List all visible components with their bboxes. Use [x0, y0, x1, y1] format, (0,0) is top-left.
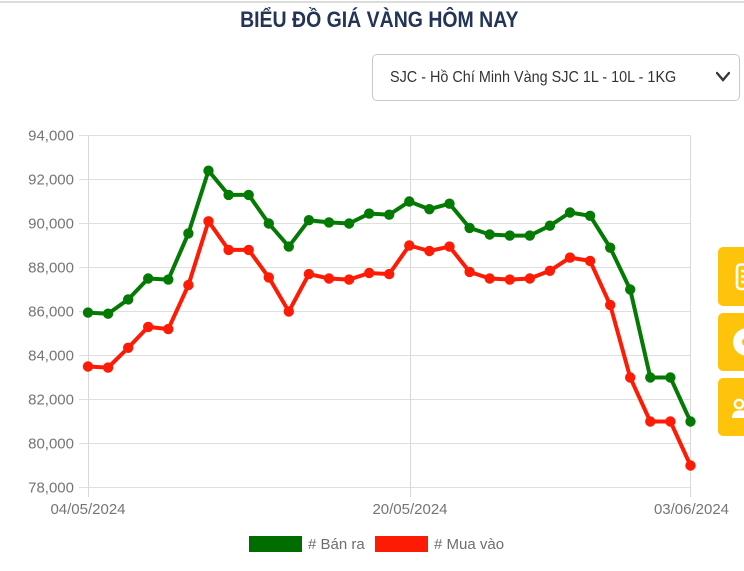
- svg-text:82,000: 82,000: [28, 392, 74, 409]
- svg-text:86,000: 86,000: [28, 304, 74, 321]
- svg-text:03/06/2024: 03/06/2024: [654, 501, 729, 518]
- svg-text:88,000: 88,000: [28, 260, 74, 277]
- svg-text:80,000: 80,000: [28, 436, 74, 453]
- svg-text:94,000: 94,000: [28, 128, 74, 145]
- svg-text:04/05/2024: 04/05/2024: [50, 501, 125, 518]
- svg-text:# Bán ra: # Bán ra: [308, 536, 365, 553]
- svg-text:78,000: 78,000: [28, 480, 74, 497]
- svg-text:# Mua vào: # Mua vào: [434, 536, 504, 553]
- svg-text:90,000: 90,000: [28, 216, 74, 233]
- svg-text:20/05/2024: 20/05/2024: [372, 501, 447, 518]
- svg-text:92,000: 92,000: [28, 172, 74, 189]
- svg-text:84,000: 84,000: [28, 348, 74, 365]
